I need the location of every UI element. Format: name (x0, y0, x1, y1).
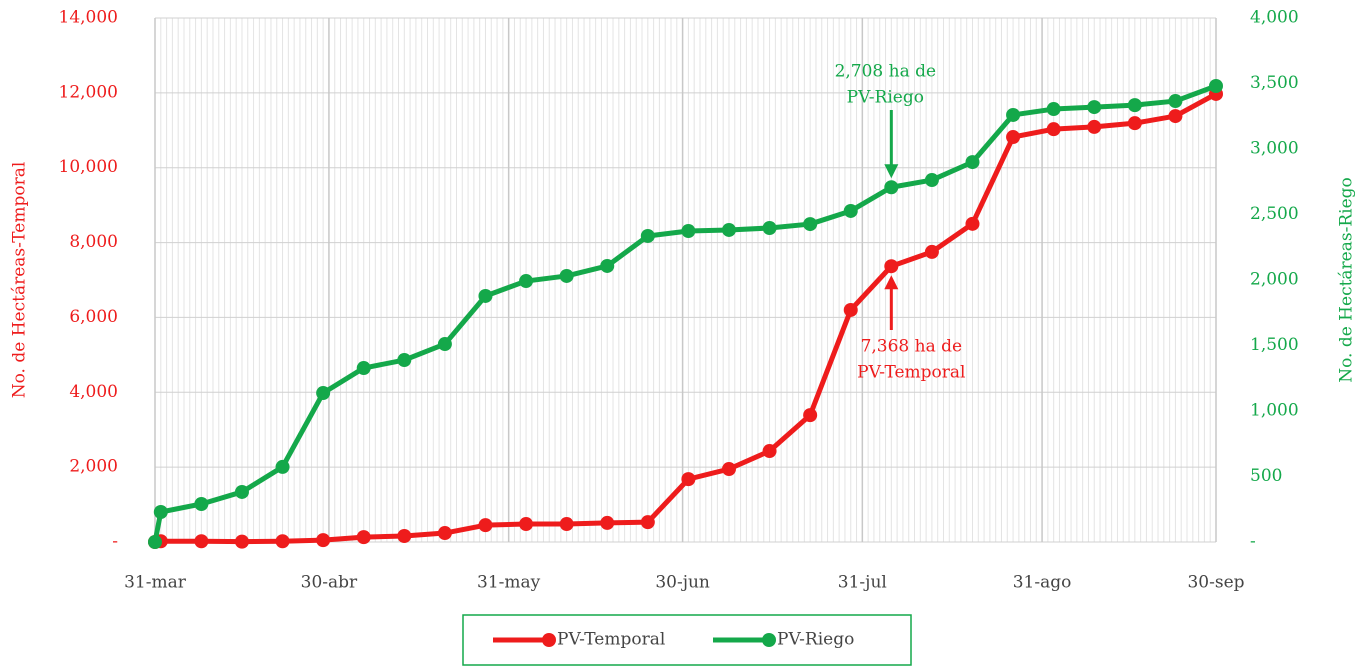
y-tick-label: 6,000 (69, 307, 118, 327)
point (148, 535, 162, 549)
point (478, 288, 493, 303)
annotation-arrowhead (884, 164, 899, 179)
y2-tick-label: 4,000 (1250, 8, 1299, 28)
annotation-text: 2,708 ha de (835, 62, 937, 82)
point (559, 517, 574, 532)
y-tick-label: 4,000 (69, 382, 118, 402)
point (519, 517, 534, 532)
point (194, 534, 209, 549)
point (803, 217, 818, 232)
point (843, 203, 858, 218)
point (437, 337, 452, 352)
point (721, 222, 736, 237)
x-tick-label: 31-ago (1013, 573, 1072, 593)
y-tick-label: 8,000 (69, 232, 118, 252)
point (640, 228, 655, 243)
point (275, 534, 290, 549)
point (1127, 116, 1142, 131)
legend-marker (542, 633, 556, 647)
point (640, 515, 655, 530)
point (153, 505, 168, 520)
x-tick-label: 30-sep (1187, 573, 1244, 593)
annotation-text: PV-Temporal (857, 363, 965, 383)
series-line (154, 91, 1218, 545)
point (1006, 130, 1021, 145)
y2-tick-label: - (1250, 532, 1256, 552)
point (316, 533, 331, 548)
point (1209, 78, 1223, 93)
point (194, 497, 209, 512)
point (1127, 98, 1142, 113)
x-tick-label: 30-abr (301, 573, 358, 593)
y-tick-label: 2,000 (69, 457, 118, 477)
y2-tick-label: 2,000 (1250, 270, 1299, 290)
point (681, 472, 696, 487)
y-tick-label: - (112, 532, 118, 552)
point (762, 220, 777, 235)
series-line (152, 83, 1217, 543)
point (924, 173, 939, 188)
point (762, 444, 777, 459)
point (1087, 100, 1102, 115)
point (275, 459, 290, 474)
y2-axis-label: No. de Hectáreas-Riego (1337, 177, 1357, 383)
point (1006, 107, 1021, 122)
annotation-text: PV-Riego (847, 88, 924, 108)
y-tick-label: 10,000 (59, 157, 118, 177)
y2-tick-label: 2,500 (1250, 204, 1299, 224)
point (843, 302, 858, 317)
legend-marker (762, 633, 776, 647)
y-axis-label: No. de Hectáreas-Temporal (10, 162, 30, 399)
point (884, 180, 899, 195)
point (924, 244, 939, 259)
point (356, 361, 371, 376)
point (965, 155, 980, 170)
point (803, 408, 818, 423)
y2-tick-label: 1,000 (1250, 401, 1299, 421)
point (681, 224, 696, 239)
legend-label: PV-Temporal (557, 630, 665, 650)
x-tick-label: 30-jun (655, 573, 710, 593)
annotation-arrowhead (884, 275, 899, 290)
point (356, 530, 371, 545)
point (559, 268, 574, 283)
x-tick-label: 31-mar (124, 573, 187, 593)
point (316, 386, 331, 401)
y-tick-label: 14,000 (59, 8, 118, 28)
y2-tick-label: 3,500 (1250, 73, 1299, 93)
point (884, 259, 899, 274)
point (1046, 122, 1061, 137)
y-tick-label: 12,000 (59, 82, 118, 102)
annotation-text: 7,368 ha de (861, 337, 963, 357)
point (1046, 102, 1061, 117)
x-tick-label: 31-may (477, 573, 541, 593)
point (437, 526, 452, 541)
x-tick-label: 31-jul (838, 573, 887, 593)
y2-tick-label: 3,000 (1250, 139, 1299, 159)
y2-tick-label: 500 (1250, 466, 1282, 486)
point (234, 534, 249, 549)
legend-label: PV-Riego (777, 630, 854, 650)
minor-grid (154, 18, 1217, 542)
y2-tick-label: 1,500 (1250, 335, 1299, 355)
point (397, 353, 412, 368)
point (397, 529, 412, 544)
point (600, 515, 615, 530)
point (478, 518, 493, 533)
point (1087, 119, 1102, 134)
point (1168, 109, 1183, 124)
point (721, 462, 736, 477)
point (519, 274, 534, 289)
point (600, 258, 615, 273)
point (234, 484, 249, 499)
point (1168, 94, 1183, 109)
point (965, 216, 980, 231)
